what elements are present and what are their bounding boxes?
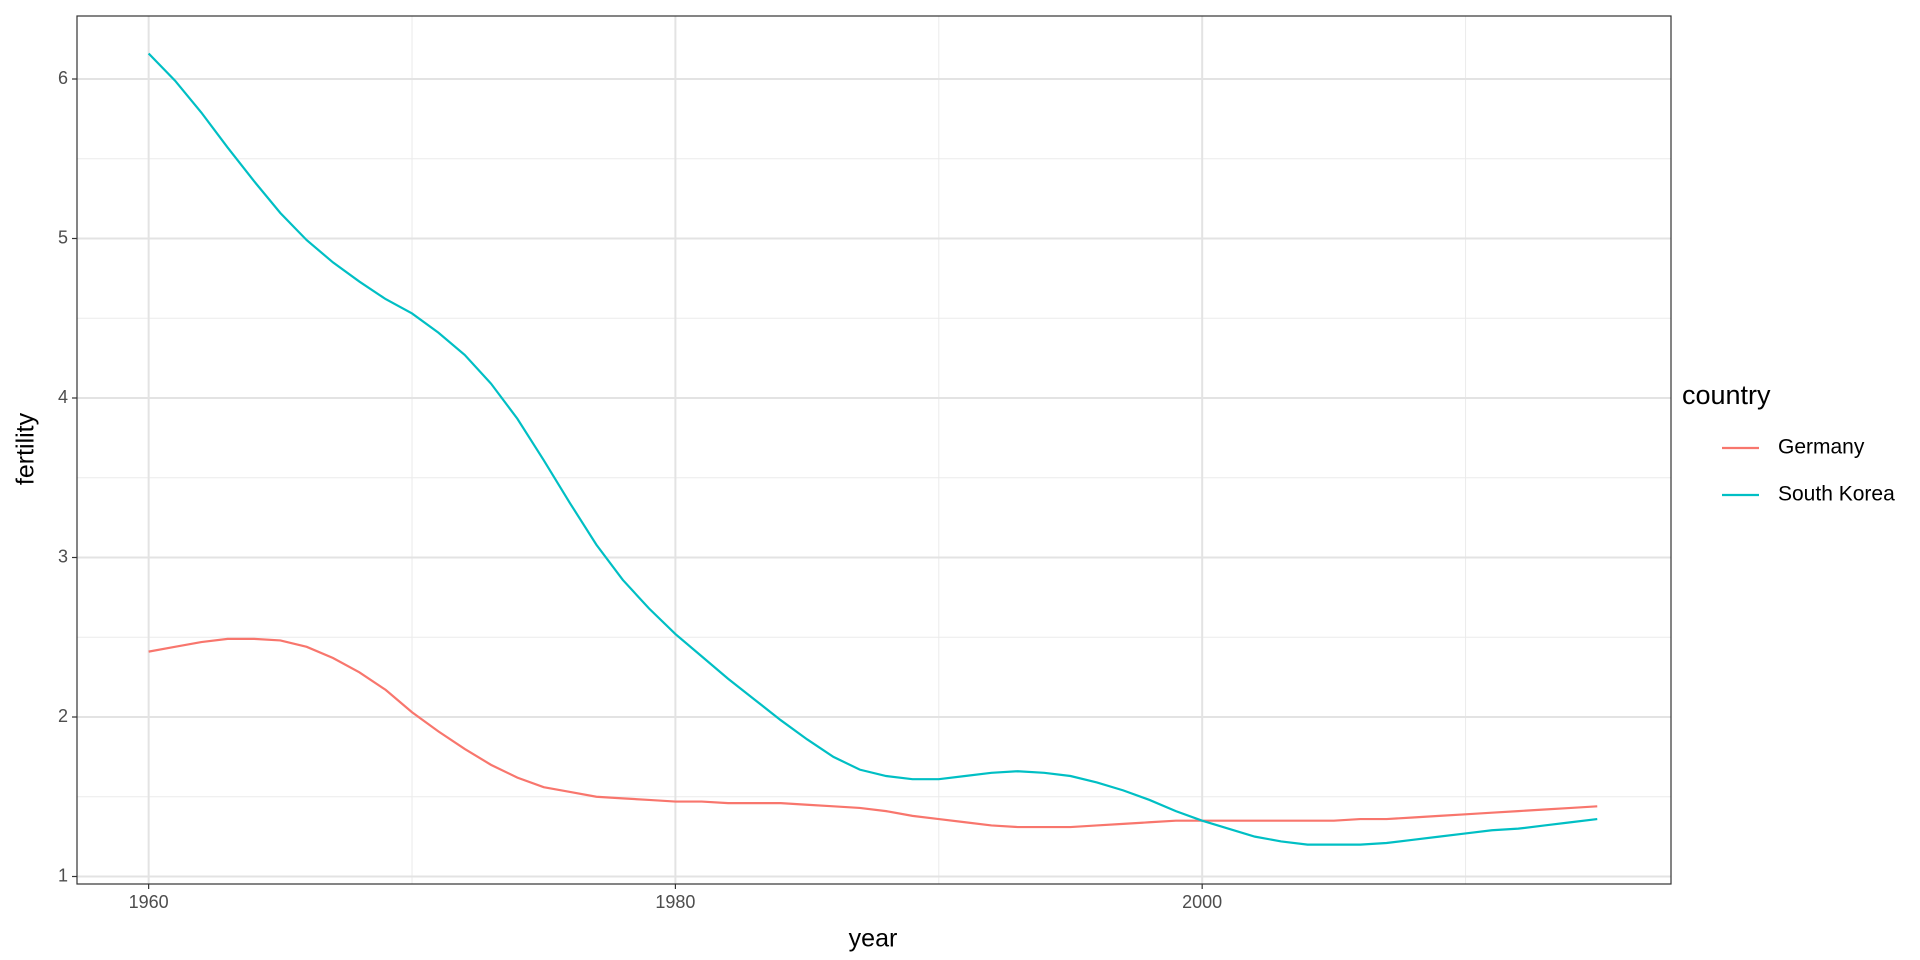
y-tick-label: 4 <box>58 387 68 407</box>
line-series <box>148 637 1598 829</box>
y-tick-label: 5 <box>58 227 68 247</box>
legend-label: Germany <box>1778 436 1865 459</box>
y-tick-label: 1 <box>58 865 68 885</box>
y-tick-label: 6 <box>58 68 68 88</box>
x-tick-label: 1960 <box>129 892 169 912</box>
plot-border <box>76 15 1672 885</box>
y-axis-title: fertility <box>12 412 40 485</box>
y-tick-label: 2 <box>58 706 68 726</box>
legend-title: country <box>1682 380 1771 410</box>
line-series <box>147 52 1598 846</box>
x-axis-title: year <box>849 925 898 953</box>
x-tick-label: 1980 <box>655 892 695 912</box>
x-tick-label: 2000 <box>1182 892 1222 912</box>
legend-label: South Korea <box>1778 483 1895 506</box>
y-tick-label: 3 <box>58 546 68 566</box>
